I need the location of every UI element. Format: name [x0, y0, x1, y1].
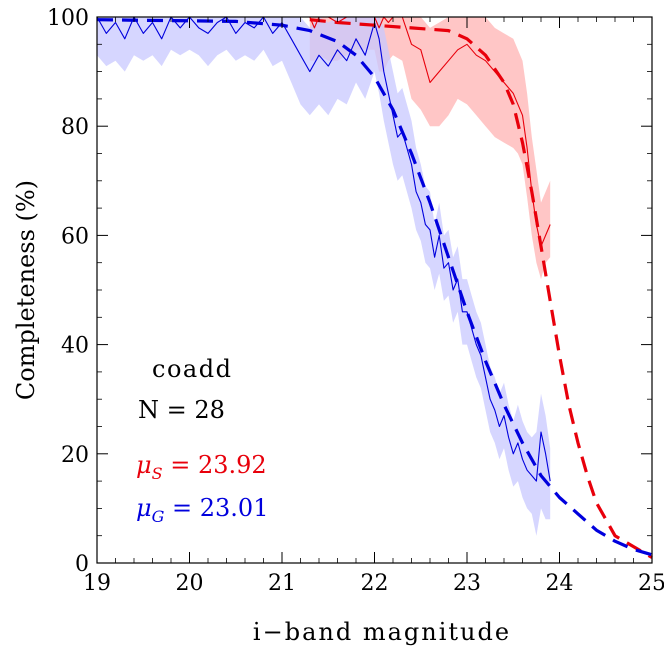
x-tick-label: 22 [361, 571, 389, 596]
axis-tick-labels: 19 20 21 22 23 24 25 0 20 40 60 80 100 [47, 6, 664, 596]
band-2 [97, 17, 551, 536]
fit-curves [96, 18, 653, 559]
x-tick-label: 25 [638, 571, 664, 596]
annotation-label: coadd [152, 355, 232, 383]
x-axis-label: i−band magnitude [253, 618, 511, 646]
line-2 [96, 16, 551, 482]
annotation-mu-g: μG = 23.01 [136, 494, 268, 526]
annotation-mu-s: μS = 23.92 [136, 451, 267, 483]
x-tick-label: 21 [268, 571, 296, 596]
axis-ticks [96, 16, 653, 564]
y-tick-label: 0 [75, 552, 89, 577]
mu-s-value: = 23.92 [163, 451, 267, 479]
y-tick-label: 20 [61, 443, 89, 468]
y-tick-label: 80 [61, 115, 89, 140]
annotation-n: N = 28 [138, 396, 225, 424]
mu-s-subscript: S [152, 464, 163, 483]
fit-1 [309, 18, 653, 559]
x-tick-label: 19 [83, 571, 111, 596]
mu-g-value: = 23.01 [164, 494, 268, 522]
mu-s-symbol: μ [136, 451, 152, 479]
x-tick-label: 23 [453, 571, 481, 596]
fit-3 [96, 18, 653, 557]
y-tick-label: 40 [61, 334, 89, 359]
y-axis-label: Completeness (%) [12, 180, 40, 400]
x-tick-label: 24 [546, 571, 574, 596]
plot-frame [96, 16, 653, 564]
band-0 [309, 17, 551, 280]
mu-g-symbol: μ [136, 494, 152, 522]
y-tick-label: 100 [47, 6, 89, 31]
x-tick-label: 20 [176, 571, 204, 596]
y-tick-label: 60 [61, 224, 89, 249]
confidence-bands [97, 17, 551, 536]
mu-g-subscript: G [152, 507, 165, 526]
